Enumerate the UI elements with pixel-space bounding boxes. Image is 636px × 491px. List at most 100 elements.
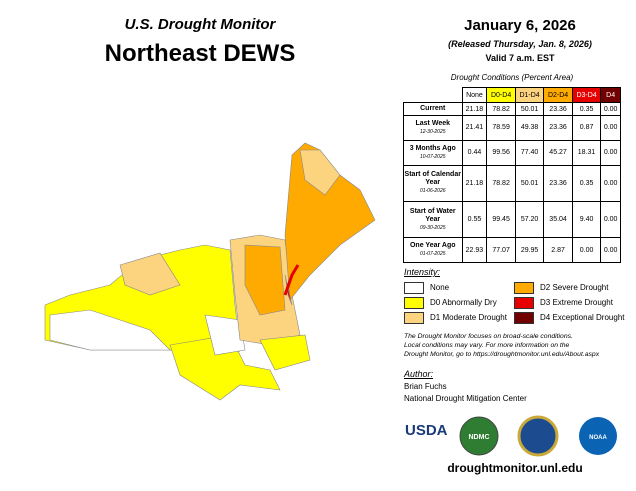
cell: 45.27 [543,139,573,166]
cell: 23.36 [543,101,573,117]
url: droughtmonitor.unl.edu [447,461,583,475]
legend-swatch [404,312,424,324]
row-label: Last Week 12-30-2025 [403,115,463,141]
date: January 6, 2026 [464,17,576,34]
column-header: D3-D4 [571,87,602,103]
cell: 0.00 [571,237,602,263]
row-label-text: One Year Ago [409,242,456,250]
row-label: One Year Ago 01-07-2025 [403,237,463,263]
legend-item: D0 Abnormally Dry [404,297,497,309]
legend-swatch [514,312,534,324]
cell: 50.01 [514,164,545,202]
cell: 0.00 [600,115,621,141]
notes: The Drought Monitor focuses on broad-sca… [404,332,599,359]
legend-label: D3 Extreme Drought [540,298,613,308]
logo-noaa [579,417,617,455]
stats-table: None D0-D4 D1-D4 D2-D4 D3-D4 D4 Current 21.18 78… [403,87,621,263]
legend-label: D1 Moderate Drought [430,313,507,323]
row-label: Start of Water Year 09-30-2025 [403,200,463,239]
table-row: Start of Water Year 09-30-2025 0.55 99.45 57… [403,200,621,239]
cell: 0.35 [571,101,602,117]
title: Northeast DEWS [104,40,296,67]
legend-title: Intensity: [404,267,441,277]
cell: 22.93 [461,237,488,263]
row-date: 09-30-2025 [419,224,446,231]
cell: 0.44 [461,139,488,166]
map-region [119,252,181,296]
legend-swatch [404,297,424,309]
cell: 29.95 [514,237,545,263]
cell: 57.20 [514,200,545,239]
kicker: U.S. Drought Monitor [124,16,276,33]
column-header: D0-D4 [486,87,516,103]
map-region [49,309,171,351]
cell: 0.00 [600,237,621,263]
legend-swatch [404,282,424,294]
legend-item: D4 Exceptional Drought [514,312,625,324]
released: (Released Thursday, Jan. 8, 2026) [448,39,592,49]
cell: 23.36 [543,115,573,141]
logo-doc [517,415,559,457]
cell: 78.59 [486,115,516,141]
legend-label: None [430,283,450,293]
map-region [259,334,311,371]
cell: 77.07 [486,237,516,263]
row-label: Current [403,101,463,117]
logo-ndmc [459,416,499,456]
cell: 0.00 [600,164,621,202]
column-header: D2-D4 [543,87,573,103]
legend-label: D2 Severe Drought [540,283,609,293]
author-title: Author: [404,369,434,379]
cell: 0.00 [600,200,621,239]
valid: Valid 7 a.m. EST [485,53,555,63]
map-region [284,274,293,306]
logos: NDMC NOAA [459,415,617,457]
row-date: 12-30-2025 [419,128,446,135]
table-row: Last Week 12-30-2025 21.41 78.59 49.38 23.36 0… [403,115,621,141]
cell: 0.00 [600,139,621,166]
cell: 77.40 [514,139,545,166]
cell: 18.31 [571,139,602,166]
cell: 0.00 [600,101,621,117]
header-row: None D0-D4 D1-D4 D2-D4 D3-D4 D4 [404,87,621,103]
table-row: 3 Months Ago 10-07-2025 0.44 99.56 77.40 45.2… [403,139,621,166]
note-line: Local conditions may vary. For more info… [404,342,570,349]
table-row: One Year Ago 01-07-2025 22.93 77.07 29.95 2.8… [403,237,621,263]
cell: 2.87 [543,237,573,263]
row-date: 10-07-2025 [419,153,446,160]
legend-item: D3 Extreme Drought [514,297,613,309]
map-region [299,149,341,196]
legend-item: D1 Moderate Drought [404,312,507,324]
column-header: D4 [600,87,621,103]
row-label-text: Start of Calendar Year [404,171,461,187]
legend-label: D4 Exceptional Drought [540,313,625,323]
cell: 21.41 [461,115,488,141]
cell: 78.82 [486,101,516,117]
row-label-text: Start of Water Year [409,207,456,223]
logo-ndmc-text: NDMC [469,434,490,441]
legend-label: D0 Abnormally Dry [430,298,497,308]
cell: 99.45 [486,200,516,239]
cell: 35.04 [543,200,573,239]
logo-usda: USDA [405,422,448,439]
row-date: 01-06-2026 [419,188,446,195]
legend-swatch [514,282,534,294]
corner [404,88,463,103]
table-row: Current 21.18 78.82 50.01 23.36 0.35 0.00 [403,101,621,117]
row-label-text: Last Week [415,119,451,127]
legend-swatch [514,297,534,309]
cell: 21.18 [461,164,488,202]
column-header: D1-D4 [514,87,545,103]
cell: 0.87 [571,115,602,141]
cell: 78.82 [486,164,516,202]
author-name: Brian Fuchs [404,382,447,391]
cell: 0.55 [461,200,488,239]
map-region [284,142,376,301]
cell: 21.18 [461,101,488,117]
note-line: Drought Monitor, go to https://droughtmo… [404,351,600,358]
row-label: 3 Months Ago 10-07-2025 [403,139,463,166]
author-org: National Drought Mitigation Center [404,394,527,403]
column-header: None [461,87,488,103]
cell: 23.36 [543,164,573,202]
cell: 99.56 [486,139,516,166]
